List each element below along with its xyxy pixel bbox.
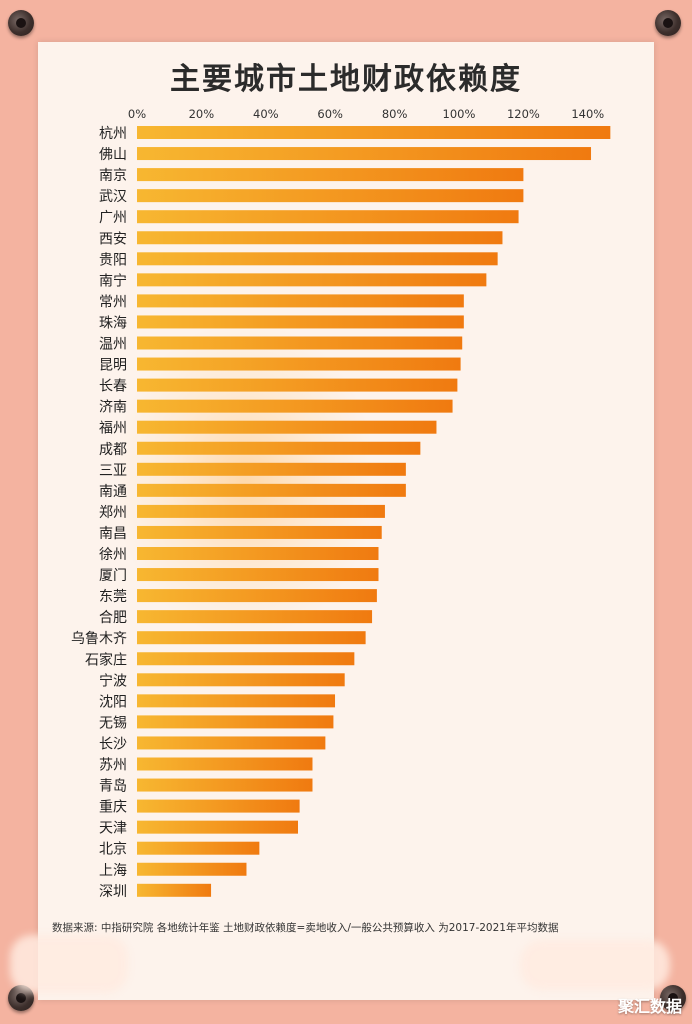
bar (137, 736, 326, 750)
bar (137, 820, 298, 834)
bar (137, 210, 519, 224)
category-label: 郑州 (99, 505, 127, 521)
bar (137, 673, 345, 687)
category-label: 天津 (99, 821, 127, 837)
category-label: 无锡 (99, 715, 127, 731)
bar (137, 883, 212, 897)
bar (137, 294, 464, 308)
blurred-region-left (10, 935, 128, 993)
bar (137, 694, 336, 708)
x-tick-label: 80% (382, 107, 408, 121)
category-label: 武汉 (99, 189, 127, 205)
pin-top-left (8, 10, 34, 36)
bar (137, 862, 247, 876)
category-label: 石家庄 (85, 651, 127, 668)
category-label: 常州 (99, 294, 127, 310)
category-label: 南宁 (99, 272, 127, 289)
category-label: 重庆 (99, 800, 127, 816)
category-label: 青岛 (99, 779, 127, 795)
blurred-region-right (520, 940, 670, 990)
chart-title: 主要城市土地财政依赖度 (170, 62, 522, 97)
category-label: 沈阳 (99, 694, 127, 710)
pin-top-right (655, 10, 681, 36)
x-tick-label: 20% (189, 107, 215, 121)
bar (137, 420, 437, 434)
bar (137, 315, 464, 329)
bar (137, 168, 524, 182)
bar (137, 504, 385, 518)
watermark: 聚汇数据 (617, 997, 682, 1016)
category-label: 合肥 (99, 610, 127, 626)
x-tick-label: 0% (128, 107, 146, 121)
source-note: 数据来源: 中指研究院 各地统计年鉴 土地财政依赖度=卖地收入/一般公共预算收入… (52, 922, 559, 934)
category-label: 贵阳 (99, 252, 127, 268)
category-label: 北京 (99, 842, 127, 858)
category-label: 昆明 (99, 358, 127, 374)
category-label: 乌鲁木齐 (71, 631, 127, 647)
bar (137, 378, 458, 392)
bar (137, 799, 300, 813)
bar (137, 631, 366, 645)
category-label: 温州 (99, 337, 127, 353)
bar (137, 547, 379, 560)
category-label: 长春 (99, 379, 127, 395)
category-label: 厦门 (99, 568, 127, 584)
bar (137, 483, 406, 497)
bar (137, 778, 313, 792)
pin-bottom-right (660, 985, 686, 1011)
bars (137, 126, 611, 897)
category-label: 上海 (99, 863, 127, 879)
x-tick-label: 60% (317, 107, 343, 121)
x-tick-label: 140% (571, 107, 604, 121)
x-tick-label: 100% (443, 107, 476, 121)
category-label: 成都 (99, 442, 127, 458)
bar (137, 715, 334, 729)
category-label: 东莞 (99, 589, 127, 605)
category-label: 广州 (99, 210, 127, 226)
bar (137, 652, 355, 666)
category-label: 宁波 (99, 672, 127, 689)
category-label: 南通 (99, 484, 127, 500)
category-labels: 杭州佛山南京武汉广州西安贵阳南宁常州珠海温州昆明长春济南福州成都三亚南通郑州南昌… (71, 126, 127, 900)
bar (137, 462, 406, 476)
category-label: 深圳 (99, 884, 127, 900)
category-label: 南昌 (99, 526, 127, 542)
category-label: 徐州 (99, 547, 127, 563)
category-label: 珠海 (99, 315, 127, 331)
category-label: 长沙 (99, 736, 127, 752)
bar (137, 841, 260, 855)
bar (137, 147, 592, 161)
bar (137, 357, 461, 371)
bar (137, 399, 453, 413)
bar (137, 252, 498, 266)
bar (137, 336, 463, 350)
category-label: 杭州 (99, 126, 127, 142)
bar (137, 189, 524, 203)
category-label: 南京 (99, 168, 127, 184)
bar (137, 757, 313, 771)
bar (137, 610, 373, 624)
bar (137, 273, 487, 287)
bar (137, 126, 611, 139)
bar (137, 231, 503, 245)
category-label: 三亚 (99, 463, 127, 479)
x-axis-ticks: 0% 20% 40% 60% 80% 100% 120% 140% (128, 107, 604, 121)
x-tick-label: 120% (507, 107, 540, 121)
bar (137, 525, 382, 539)
category-label: 苏州 (99, 758, 127, 774)
bar (137, 568, 379, 582)
x-tick-label: 40% (253, 107, 279, 121)
category-label: 佛山 (99, 147, 127, 163)
category-label: 福州 (99, 421, 127, 437)
category-label: 济南 (99, 400, 127, 416)
category-label: 西安 (99, 231, 127, 247)
bar (137, 589, 377, 603)
bar (137, 441, 421, 455)
